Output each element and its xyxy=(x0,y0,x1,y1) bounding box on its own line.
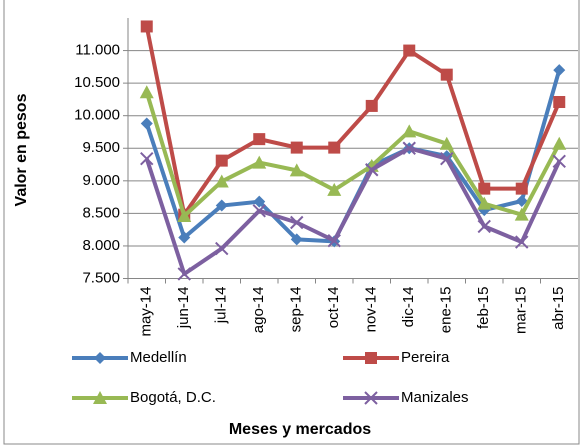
marker xyxy=(477,196,492,210)
x-tick-label: ene-15 xyxy=(438,287,455,334)
y-axis-title: Valor en pesos xyxy=(13,93,30,206)
marker xyxy=(177,267,191,281)
y-tick-label: 9.500 xyxy=(82,139,120,156)
marker xyxy=(515,195,528,208)
y-tick-label: 10.500 xyxy=(74,74,120,91)
marker xyxy=(140,20,153,33)
marker xyxy=(290,141,303,154)
marker xyxy=(403,44,416,57)
x-tick-label: feb-15 xyxy=(475,287,492,330)
marker xyxy=(327,182,342,196)
marker xyxy=(93,391,107,404)
series-line xyxy=(144,26,562,217)
marker xyxy=(365,99,378,112)
marker xyxy=(553,96,566,109)
legend-label: Pereira xyxy=(401,349,450,366)
marker xyxy=(253,195,266,208)
y-tick-label: 10.000 xyxy=(74,107,120,124)
marker xyxy=(328,141,341,154)
marker xyxy=(94,352,106,364)
x-tick-label: oct-14 xyxy=(325,287,342,329)
y-tick-label: 7.500 xyxy=(82,269,120,286)
marker xyxy=(440,68,453,81)
marker xyxy=(553,64,566,77)
marker xyxy=(253,133,266,146)
series-line xyxy=(144,69,562,244)
marker xyxy=(215,241,229,256)
marker xyxy=(477,219,491,234)
legend-label: Medellín xyxy=(130,349,187,366)
marker xyxy=(552,136,567,150)
x-tick-label: sep-14 xyxy=(288,287,305,333)
marker xyxy=(440,151,454,166)
x-tick-label: ago-14 xyxy=(250,287,267,334)
marker xyxy=(215,154,228,167)
marker xyxy=(290,233,303,246)
y-tick-label: 8.500 xyxy=(82,204,120,221)
marker xyxy=(365,163,379,177)
marker xyxy=(552,154,566,168)
marker xyxy=(364,391,378,405)
marker xyxy=(290,215,304,230)
legend-label: Bogotá, D.C. xyxy=(130,389,216,406)
chart-frame xyxy=(3,0,580,445)
y-tick-label: 9.000 xyxy=(82,172,120,189)
marker xyxy=(178,231,191,244)
marker xyxy=(402,141,416,155)
marker xyxy=(139,85,154,99)
x-tick-label: nov-14 xyxy=(363,287,380,333)
marker xyxy=(140,151,154,166)
marker xyxy=(402,124,417,138)
x-tick-label: dic-14 xyxy=(400,287,417,328)
legend-label: Manizales xyxy=(401,389,469,406)
y-tick-label: 11.000 xyxy=(75,42,120,59)
marker xyxy=(514,207,529,221)
x-tick-label: may-14 xyxy=(138,287,155,337)
marker xyxy=(478,182,491,195)
marker xyxy=(214,174,229,188)
x-tick-label: abr-15 xyxy=(550,287,567,330)
series-line xyxy=(144,146,562,276)
marker xyxy=(515,235,529,249)
series-line xyxy=(144,91,562,218)
marker xyxy=(252,204,266,218)
y-tick-label: 8.000 xyxy=(82,237,120,254)
marker xyxy=(177,208,192,222)
x-axis-title: Meses y mercados xyxy=(229,421,371,438)
marker xyxy=(289,163,304,177)
marker xyxy=(252,155,267,169)
marker xyxy=(215,199,228,212)
marker xyxy=(439,136,454,150)
marker xyxy=(515,182,528,195)
x-tick-label: mar-15 xyxy=(513,287,530,335)
marker xyxy=(140,117,153,130)
marker xyxy=(327,234,341,248)
x-tick-label: jun-14 xyxy=(175,287,192,330)
marker xyxy=(365,352,377,364)
x-tick-label: jul-14 xyxy=(213,287,230,325)
